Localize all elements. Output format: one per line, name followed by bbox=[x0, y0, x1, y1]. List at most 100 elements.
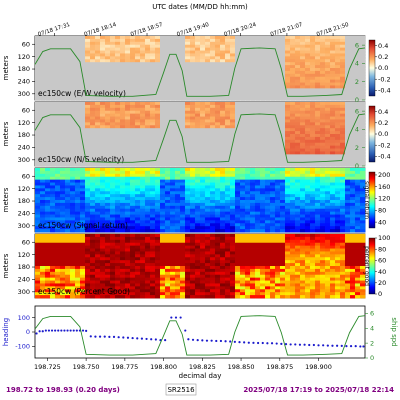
heatmap-cell bbox=[155, 268, 161, 273]
heatmap-cell bbox=[240, 157, 246, 161]
heatmap-cell bbox=[110, 59, 116, 63]
heatmap-cell bbox=[40, 85, 46, 89]
heatmap-cell bbox=[95, 136, 101, 141]
heatmap-cell bbox=[230, 97, 236, 101]
heatmap-cell bbox=[340, 44, 346, 49]
heatmap-cell bbox=[350, 173, 356, 178]
heatmap-cell bbox=[90, 260, 96, 264]
heatmap-cell bbox=[190, 65, 196, 69]
heatmap-cell bbox=[195, 226, 201, 230]
heatmap-cell bbox=[140, 41, 146, 46]
heatmap-cell bbox=[170, 173, 176, 178]
heatmap-cell bbox=[65, 202, 71, 207]
heatmap-cell bbox=[160, 283, 166, 287]
heatmap-cell bbox=[155, 260, 161, 264]
heatmap-cell bbox=[175, 157, 181, 161]
heatmap-cell bbox=[125, 260, 131, 264]
heatmap-cell bbox=[235, 128, 241, 132]
heatmap-cell bbox=[65, 65, 71, 69]
heatmap-cell bbox=[150, 185, 156, 189]
heatmap-cell bbox=[140, 260, 146, 264]
heatmap-cell bbox=[245, 211, 251, 215]
heatmap-cell bbox=[105, 211, 111, 215]
heatmap-cell bbox=[115, 50, 121, 54]
heatmap-cell bbox=[245, 36, 251, 40]
heatmap-cell bbox=[295, 170, 301, 175]
heatmap-cell bbox=[320, 217, 326, 221]
heatmap-cell bbox=[50, 173, 56, 178]
heatmap-cell bbox=[115, 170, 121, 175]
heatmap-cell bbox=[100, 260, 106, 264]
heatmap-cell bbox=[285, 134, 291, 138]
heatmap-cell bbox=[55, 76, 61, 81]
heatmap-cell bbox=[280, 229, 286, 233]
heatmap-cell bbox=[155, 234, 161, 238]
heatmap-cell bbox=[120, 70, 126, 75]
heatmap-cell bbox=[250, 220, 256, 224]
heatmap-cell bbox=[360, 194, 366, 198]
heatmap-cell bbox=[135, 202, 141, 207]
heatmap-cell bbox=[180, 200, 186, 204]
heatmap-cell bbox=[235, 119, 241, 123]
heatmap-cell bbox=[95, 295, 101, 299]
heatmap-cell bbox=[355, 179, 361, 183]
heatmap-cell bbox=[165, 148, 171, 152]
heatmap-cell bbox=[210, 107, 216, 112]
heatmap-cell bbox=[220, 208, 226, 213]
heatmap-cell bbox=[110, 53, 116, 57]
heatmap-cell bbox=[290, 36, 296, 40]
heatmap-cell bbox=[90, 136, 96, 141]
heatmap-cell bbox=[85, 202, 91, 207]
heatmap-cell bbox=[65, 82, 71, 86]
heatmap-cell bbox=[80, 154, 86, 158]
heatmap-cell bbox=[70, 214, 76, 218]
heatmap-cell bbox=[110, 110, 116, 115]
heatmap-cell bbox=[185, 229, 191, 233]
heatmap-cell bbox=[205, 53, 211, 57]
heatmap-cell bbox=[60, 88, 66, 92]
heatmap-cell bbox=[225, 70, 231, 75]
heatmap-cell bbox=[80, 148, 86, 152]
heatmap-cell bbox=[130, 85, 136, 89]
heatmap-cell bbox=[125, 286, 131, 290]
heatmap-cell bbox=[155, 168, 161, 172]
heatmap-cell bbox=[130, 160, 136, 164]
heatmap-cell bbox=[195, 62, 201, 66]
heatmap-cell bbox=[60, 44, 66, 49]
heatmap-cell bbox=[270, 97, 276, 101]
heatmap-cell bbox=[270, 47, 276, 51]
heatmap-cell bbox=[320, 173, 326, 178]
heatmap-cell bbox=[190, 122, 196, 126]
heatmap-cell bbox=[120, 194, 126, 198]
heatmap-cell bbox=[190, 131, 196, 135]
heatmap-cell bbox=[245, 102, 251, 106]
heatmap-cell bbox=[225, 168, 231, 172]
heatmap-cell bbox=[330, 125, 336, 129]
heatmap-cell bbox=[90, 295, 96, 299]
heatmap-cell bbox=[130, 50, 136, 54]
heatmap-cell bbox=[360, 151, 366, 155]
heatmap-cell bbox=[110, 280, 116, 284]
heatmap-cell bbox=[235, 65, 241, 69]
heatmap-cell bbox=[215, 173, 221, 178]
heatmap-cell bbox=[120, 202, 126, 207]
heatmap-cell bbox=[65, 79, 71, 83]
heatmap-cell bbox=[225, 211, 231, 215]
heatmap-cell bbox=[275, 97, 281, 101]
heatmap-cell bbox=[340, 97, 346, 101]
heatmap-cell bbox=[325, 47, 331, 51]
heatmap-cell bbox=[275, 104, 281, 109]
heatmap-cell bbox=[190, 185, 196, 189]
heatmap-cell bbox=[300, 76, 306, 81]
heatmap-cell bbox=[160, 128, 166, 132]
heatmap-cell bbox=[280, 102, 286, 106]
heatmap-cell bbox=[225, 104, 231, 109]
heatmap-cell bbox=[205, 107, 211, 112]
heatmap-cell bbox=[90, 263, 96, 267]
heatmap-cell bbox=[265, 53, 271, 57]
heatmap-cell bbox=[100, 185, 106, 189]
heatmap-cell bbox=[160, 280, 166, 284]
heatmap-cell bbox=[90, 50, 96, 54]
heatmap-cell bbox=[330, 62, 336, 66]
heatmap-cell bbox=[45, 289, 51, 293]
